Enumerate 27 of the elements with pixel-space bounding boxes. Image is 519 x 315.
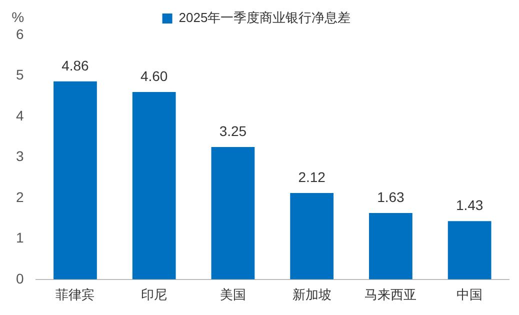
y-tick-label: 1 bbox=[16, 230, 24, 246]
y-tick-label: 5 bbox=[16, 66, 24, 83]
bar bbox=[290, 193, 334, 280]
text: 1.63 bbox=[377, 188, 404, 205]
text: 4.86 bbox=[62, 57, 89, 74]
bar bbox=[211, 147, 255, 280]
text: 3.25 bbox=[219, 122, 247, 139]
x-tick-label: 美国 bbox=[220, 286, 246, 302]
y-tick-label: 6 bbox=[16, 26, 24, 42]
x-tick-label: 新加坡 bbox=[292, 286, 332, 302]
text: 2.12 bbox=[298, 168, 326, 185]
x-tick-label: 中国 bbox=[456, 286, 483, 302]
y-axis-title: % bbox=[12, 8, 24, 25]
bar bbox=[132, 92, 176, 280]
bar bbox=[54, 81, 97, 280]
x-tick-label: 印尼 bbox=[141, 286, 168, 302]
y-tick-label: 3 bbox=[16, 148, 24, 164]
text: 1.43 bbox=[456, 197, 484, 214]
y-tick-label: 4 bbox=[16, 107, 24, 124]
y-tick-label: 2 bbox=[16, 188, 24, 205]
x-tick-label: 菲律宾 bbox=[56, 286, 95, 302]
bar bbox=[369, 213, 412, 280]
x-tick-label: 马来西亚 bbox=[364, 286, 417, 302]
y-tick-label: 0 bbox=[16, 270, 24, 286]
text: 4.60 bbox=[140, 68, 168, 84]
bar bbox=[448, 221, 492, 280]
legend-label: 2025年一季度商业银行净息差 bbox=[178, 10, 351, 26]
